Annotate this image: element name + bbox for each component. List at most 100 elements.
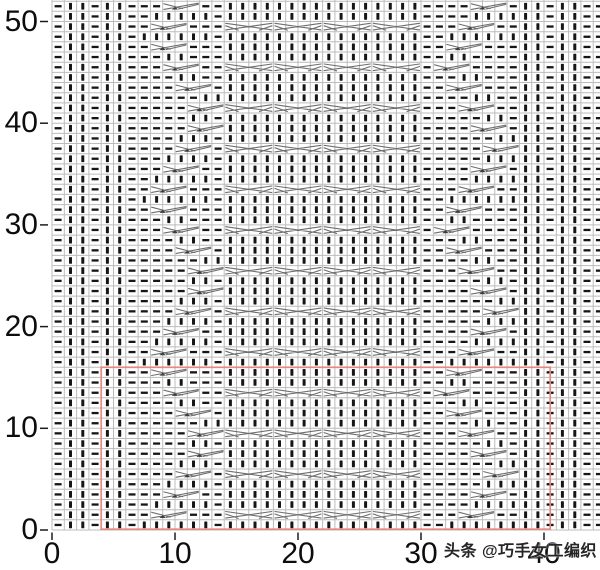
twist-3st-symbol (163, 389, 199, 397)
cable-4st-symbol (225, 144, 273, 153)
cable-4st-symbol (225, 104, 273, 113)
twist-3st-symbol (458, 348, 495, 356)
x-axis-label: 20 (281, 537, 315, 570)
cable-4st-symbol (274, 266, 322, 275)
watermark-text: 头条 @巧手女工编织 (444, 543, 598, 560)
cable-4st-symbol (225, 429, 273, 438)
twist-3st-symbol (446, 43, 482, 51)
cable-4st-symbol (274, 348, 322, 357)
twist-3st-symbol (187, 450, 224, 458)
repeat-box (100, 366, 552, 531)
cable-4st-symbol (372, 104, 421, 113)
cable-4st-symbol (323, 22, 371, 31)
twist-3st-symbol (446, 83, 482, 92)
twist-3st-symbol (187, 104, 224, 112)
cable-4st-symbol (225, 63, 273, 72)
cable-4st-symbol (225, 388, 273, 397)
y-axis-label: 20 (4, 309, 38, 343)
cable-4st-symbol (225, 226, 273, 235)
y-axis-label: 40 (4, 106, 38, 140)
twist-3st-symbol (175, 144, 212, 153)
twist-3st-symbol (163, 63, 199, 71)
cable-4st-symbol (323, 266, 371, 275)
cable-4st-symbol (274, 470, 322, 479)
cable-4st-symbol (372, 348, 421, 357)
twist-3st-symbol (163, 165, 199, 173)
cable-4st-symbol (372, 510, 421, 519)
cable-4st-symbol (225, 185, 273, 194)
cable-4st-symbol (323, 510, 371, 519)
y-axis-label: 50 (4, 4, 38, 38)
twist-3st-symbol (433, 63, 470, 71)
cable-4st-symbol (274, 388, 322, 397)
twist-3st-symbol (163, 2, 199, 10)
cable-4st-symbol (323, 104, 371, 113)
twist-3st-symbol (470, 328, 507, 336)
twist-3st-symbol (151, 348, 187, 356)
cable-4st-symbol (323, 185, 371, 194)
twist-3st-symbol (175, 83, 212, 92)
twist-3st-symbol (483, 307, 519, 316)
twist-3st-symbol (151, 368, 187, 377)
twist-3st-symbol (470, 490, 507, 499)
cable-4st-symbol (323, 429, 371, 438)
twist-3st-symbol (433, 226, 470, 234)
twist-3st-symbol (470, 124, 507, 132)
cable-4st-symbol (274, 226, 322, 235)
twist-3st-symbol (187, 429, 224, 438)
twist-3st-symbol (458, 267, 495, 275)
cable-4st-symbol (225, 266, 273, 275)
y-axis-label: 10 (4, 411, 38, 445)
twist-3st-symbol (458, 429, 495, 438)
cable-4st-symbol (323, 388, 371, 397)
cable-4st-symbol (225, 22, 273, 31)
cable-4st-symbol (372, 144, 421, 153)
x-axis-label: 10 (158, 537, 192, 570)
cable-4st-symbol (372, 470, 421, 479)
cable-4st-symbol (274, 510, 322, 519)
twist-3st-symbol (458, 511, 495, 519)
twist-3st-symbol (458, 104, 495, 112)
twist-3st-symbol (151, 185, 187, 193)
twist-3st-symbol (175, 246, 212, 254)
twist-3st-symbol (187, 267, 224, 275)
twist-3st-symbol (151, 206, 187, 214)
twist-3st-symbol (175, 470, 212, 478)
y-axis-label: 30 (4, 207, 38, 241)
twist-3st-symbol (470, 287, 507, 295)
twist-3st-symbol (458, 22, 495, 31)
cable-4st-symbol (323, 144, 371, 153)
cable-4st-symbol (225, 348, 273, 357)
twist-3st-symbol (151, 511, 187, 519)
cable-4st-symbol (274, 307, 322, 316)
twist-3st-symbol (433, 389, 470, 397)
cable-4st-symbol (372, 388, 421, 397)
twist-3st-symbol (483, 144, 519, 153)
cable-4st-symbol (274, 63, 322, 72)
twist-3st-symbol (470, 450, 507, 458)
twist-3st-symbol (175, 307, 212, 316)
x-axis-label: 40 (527, 537, 561, 570)
cable-4st-symbol (274, 22, 322, 31)
cable-4st-symbol (323, 226, 371, 235)
cable-4st-symbol (225, 470, 273, 479)
twist-3st-symbol (175, 409, 212, 417)
cable-4st-symbol (372, 22, 421, 31)
cable-4st-symbol (372, 429, 421, 438)
cable-4st-symbol (372, 226, 421, 235)
twist-3st-symbol (470, 2, 507, 10)
cable-4st-symbol (274, 185, 322, 194)
x-axis-label: 30 (404, 537, 438, 570)
cable-4st-symbol (225, 510, 273, 519)
cable-4st-symbol (323, 63, 371, 72)
cable-4st-symbol (372, 185, 421, 194)
twist-3st-symbol (483, 470, 519, 478)
twist-3st-symbol (446, 246, 482, 254)
twist-3st-symbol (446, 409, 482, 417)
twist-3st-symbol (163, 328, 199, 336)
x-axis-label: 0 (43, 537, 61, 570)
cable-4st-symbol (323, 307, 371, 316)
cable-4st-symbol (225, 307, 273, 316)
